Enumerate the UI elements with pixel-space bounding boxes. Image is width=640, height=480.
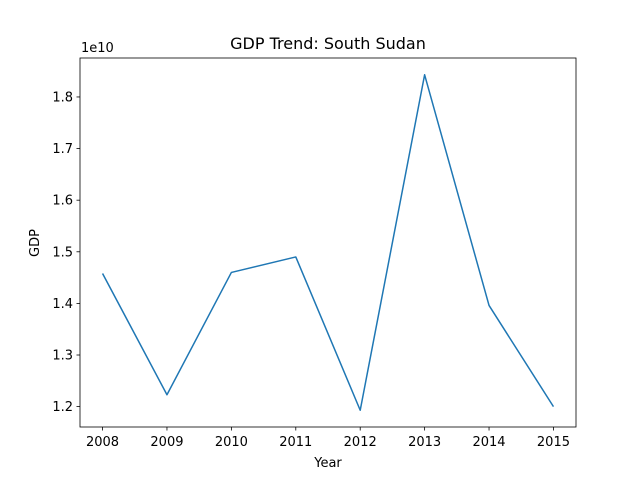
y-tick-label: 1.7 (52, 142, 73, 157)
axes-frame (79, 57, 577, 428)
x-tick-label: 2011 (279, 435, 312, 450)
chart-title: GDP Trend: South Sudan (230, 34, 426, 53)
x-tick-label: 2009 (150, 435, 183, 450)
x-tick-label: 2014 (472, 435, 505, 450)
y-tick-label: 1.4 (52, 297, 73, 312)
y-tick-label: 1.8 (52, 90, 73, 105)
y-axis-title: GDP (28, 229, 43, 257)
y-tick-label: 1.6 (52, 194, 73, 209)
y-offset-label: 1e10 (81, 41, 114, 56)
plot-area: 2008 2009 2010 2011 2012 2013 2014 2015 1.2 1.3 1.… (52, 57, 577, 450)
x-tick-label: 2010 (215, 435, 248, 450)
x-axis-title: Year (313, 456, 342, 471)
y-tick-label: 1.2 (52, 400, 73, 415)
x-tick-label: 2013 (408, 435, 441, 450)
x-tick-label: 2012 (344, 435, 377, 450)
x-tick-label: 2008 (86, 435, 119, 450)
y-tick-label: 1.3 (52, 349, 73, 364)
y-tick-label: 1.5 (52, 245, 73, 260)
series-line-gdp (101, 74, 555, 411)
x-tick-label: 2015 (537, 435, 570, 450)
